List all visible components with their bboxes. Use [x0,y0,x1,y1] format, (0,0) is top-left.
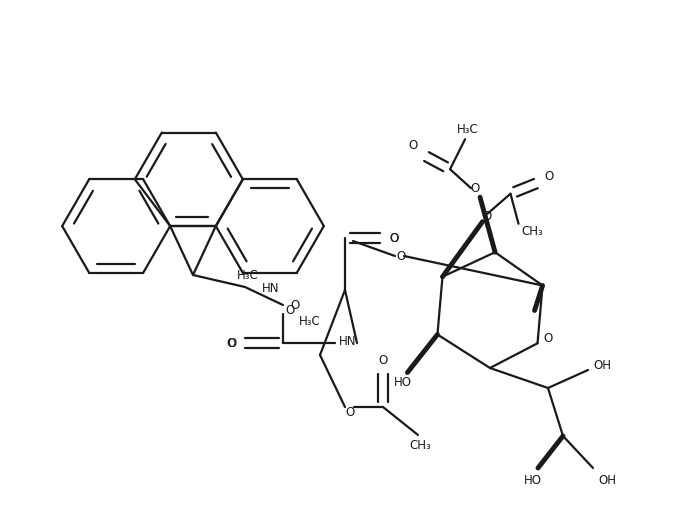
Text: O: O [409,139,418,152]
Text: O: O [470,181,480,194]
Text: O: O [226,336,236,349]
Text: H₃C: H₃C [457,123,479,136]
Text: HO: HO [393,376,411,389]
Text: CH₃: CH₃ [409,438,431,451]
Text: O: O [290,298,299,311]
Text: O: O [345,406,355,419]
Text: OH: OH [593,358,611,371]
Text: O: O [483,210,492,223]
Text: O: O [228,336,237,349]
Text: H₃C: H₃C [299,315,321,328]
Text: HN: HN [339,334,356,347]
Text: HN: HN [262,281,280,294]
Text: O: O [285,304,294,317]
Text: H₃C: H₃C [237,268,259,281]
Text: O: O [389,231,399,244]
Text: O: O [397,250,406,263]
Text: O: O [379,354,388,367]
Text: O: O [389,231,399,244]
Text: CH₃: CH₃ [521,225,544,238]
Text: O: O [545,170,554,183]
Text: OH: OH [598,474,616,487]
Text: HO: HO [524,474,542,487]
Text: O: O [543,332,552,345]
